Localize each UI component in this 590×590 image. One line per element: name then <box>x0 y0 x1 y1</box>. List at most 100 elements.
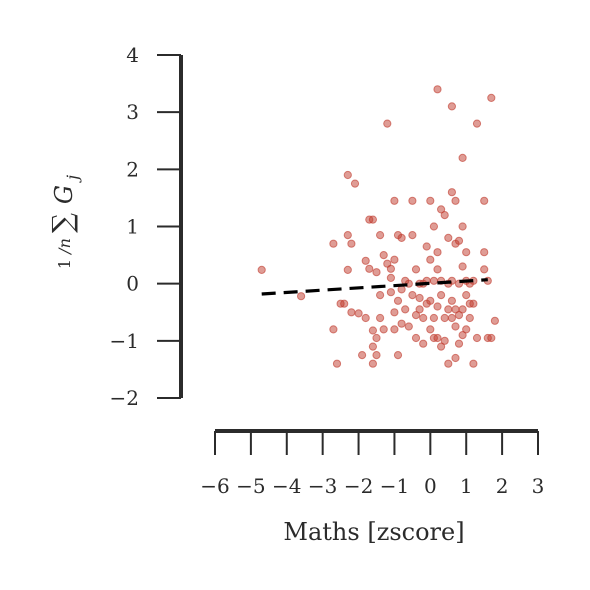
data-point <box>462 248 471 257</box>
x-tick-label: 0 <box>424 474 437 498</box>
data-point <box>433 248 442 257</box>
data-point <box>397 233 406 242</box>
data-point <box>379 325 388 334</box>
data-point <box>472 333 482 343</box>
data-point <box>340 299 349 308</box>
data-point <box>469 359 478 368</box>
data-point <box>297 292 306 301</box>
data-point <box>462 291 471 300</box>
data-point <box>411 311 421 320</box>
data-point <box>433 302 442 311</box>
data-point <box>411 265 421 274</box>
data-point <box>426 296 435 305</box>
data-point <box>444 233 453 242</box>
data-point <box>429 313 438 323</box>
y-tick-label: 1 <box>126 215 139 239</box>
data-point <box>411 333 421 343</box>
data-point <box>347 308 356 317</box>
data-point <box>437 342 446 351</box>
data-point <box>440 211 449 220</box>
data-point <box>458 331 467 340</box>
data-point <box>404 322 413 331</box>
data-point <box>440 336 449 345</box>
data-point <box>393 296 403 305</box>
data-point <box>454 339 464 348</box>
data-point <box>386 264 395 273</box>
data-point <box>433 265 442 274</box>
data-point <box>454 311 464 320</box>
data-point <box>415 293 424 303</box>
data-point <box>358 351 367 360</box>
data-point <box>376 291 385 300</box>
y-tick-label: −2 <box>110 386 139 410</box>
y-axis-label: 1 /n ∑ G j <box>46 175 82 269</box>
data-point <box>376 313 385 323</box>
data-point <box>429 222 438 231</box>
data-point <box>361 313 370 323</box>
x-tick-label: −5 <box>236 474 265 498</box>
data-point <box>419 339 428 348</box>
data-point <box>465 313 474 323</box>
data-point <box>343 170 352 180</box>
data-point <box>458 153 467 162</box>
data-point <box>390 325 399 334</box>
ylabel-sum: ∑ <box>46 204 79 233</box>
ylabel-fraction: 1 <box>55 259 74 269</box>
data-point <box>329 325 338 334</box>
y-tick-label: 3 <box>126 100 139 124</box>
data-point <box>368 326 377 335</box>
x-tick-label: −4 <box>272 474 301 498</box>
data-point <box>480 196 489 205</box>
x-tick-label: 1 <box>460 474 473 498</box>
data-point <box>408 196 417 205</box>
data-point <box>472 119 482 128</box>
data-point <box>422 242 431 251</box>
data-point <box>447 296 456 305</box>
data-point <box>433 85 442 94</box>
data-point <box>343 231 352 240</box>
data-point <box>386 288 395 297</box>
data-point <box>257 265 266 274</box>
data-point <box>458 305 467 314</box>
y-tick-label: 4 <box>126 43 139 67</box>
data-point <box>480 265 489 274</box>
trend-line <box>261 278 488 296</box>
data-point <box>429 276 438 285</box>
data-point <box>401 305 410 314</box>
data-point <box>437 205 446 214</box>
x-tick-label: −3 <box>308 474 337 498</box>
data-point <box>433 333 442 343</box>
data-point <box>350 179 360 188</box>
data-point <box>454 236 464 245</box>
data-point <box>451 196 460 205</box>
data-point <box>408 291 417 300</box>
data-point <box>490 316 499 325</box>
data-point <box>437 291 446 300</box>
data-point <box>444 359 453 368</box>
data-point <box>447 102 456 111</box>
data-point <box>451 353 460 363</box>
x-tick-label: −6 <box>200 474 229 498</box>
data-point <box>390 308 399 317</box>
x-tick-label: 3 <box>532 474 545 498</box>
trend-layer <box>261 278 488 296</box>
data-point <box>383 119 392 128</box>
ylabel-n: /n <box>55 238 74 256</box>
data-point <box>368 359 377 368</box>
data-point <box>368 215 377 224</box>
data-point <box>447 188 456 197</box>
data-point <box>469 299 478 308</box>
data-point <box>487 93 496 103</box>
y-tick-label: 2 <box>126 157 139 181</box>
data-point <box>372 351 381 360</box>
x-axis-label: Maths [zscore] <box>283 518 464 546</box>
data-point <box>361 256 370 265</box>
data-point <box>462 325 471 334</box>
data-point <box>343 265 352 274</box>
data-point <box>386 273 395 282</box>
data-point <box>480 248 489 257</box>
data-point <box>365 264 374 273</box>
data-point <box>332 359 342 368</box>
